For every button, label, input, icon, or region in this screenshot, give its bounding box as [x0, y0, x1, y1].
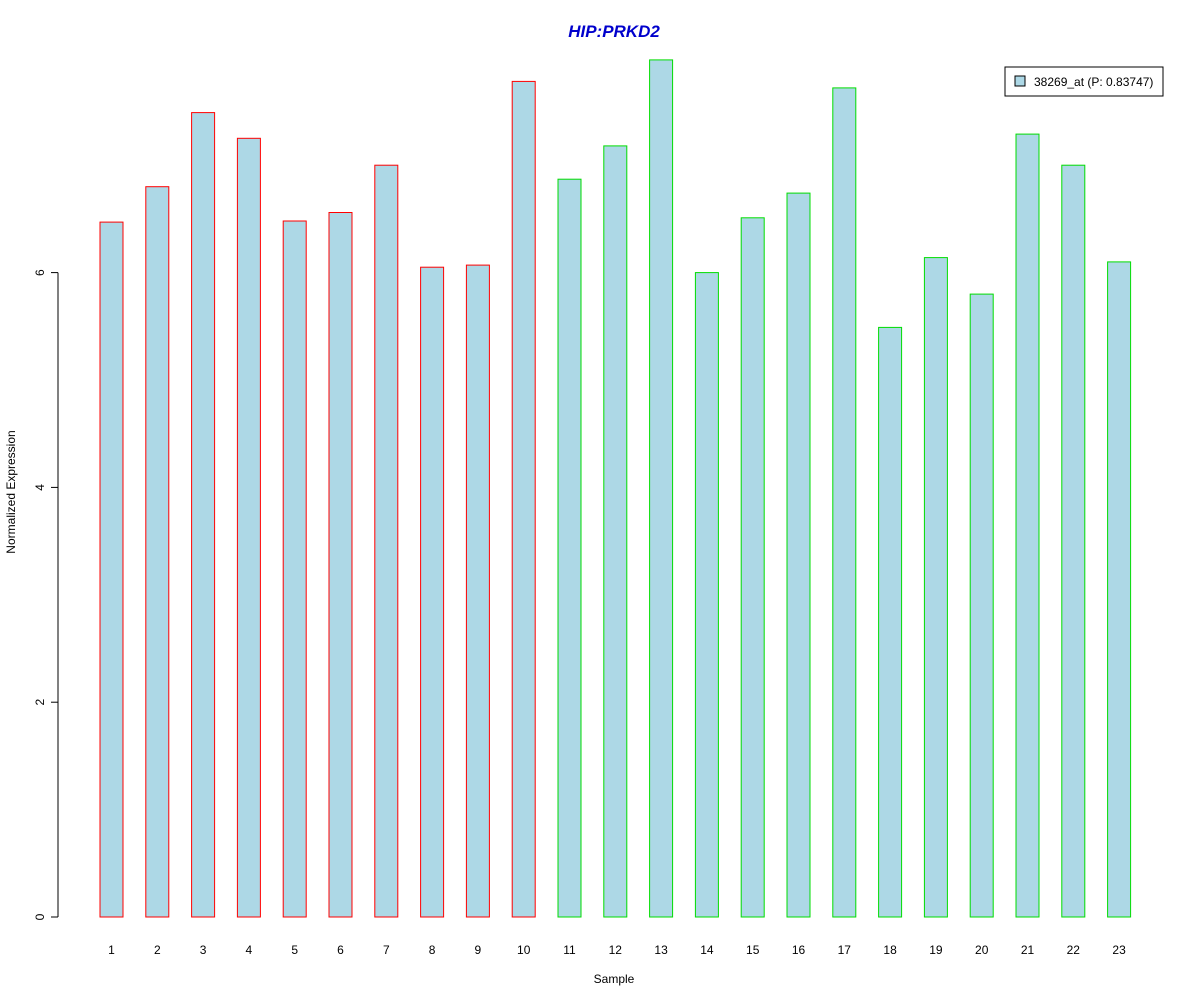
bar-sample-11 — [557, 178, 582, 918]
bar-sample-15 — [740, 217, 765, 918]
x-tick-label: 21 — [1021, 943, 1035, 957]
bar-sample-1 — [99, 221, 124, 918]
bar-sample-5 — [282, 220, 307, 918]
x-tick-label: 5 — [291, 943, 298, 957]
bar-sample-13 — [649, 59, 674, 918]
bar-sample-6 — [328, 212, 353, 918]
x-tick-label: 18 — [883, 943, 897, 957]
legend-box — [1004, 66, 1164, 97]
bar-sample-12 — [603, 145, 628, 918]
bar-sample-16 — [786, 192, 811, 918]
x-tick-label: 2 — [154, 943, 161, 957]
bar-sample-10 — [511, 80, 536, 918]
y-tick-label: 6 — [33, 269, 47, 276]
bar-sample-4 — [236, 137, 261, 918]
legend-swatch — [1014, 75, 1026, 87]
x-tick-label: 19 — [929, 943, 943, 957]
legend-label: 38269_at (P: 0.83747) — [1034, 75, 1153, 89]
bars — [99, 59, 1132, 918]
x-tick-label: 6 — [337, 943, 344, 957]
x-tick-label: 15 — [746, 943, 760, 957]
chart-title: HIP:PRKD2 — [568, 22, 660, 41]
x-tick-label: 1 — [108, 943, 115, 957]
x-tick-label: 14 — [700, 943, 714, 957]
bar-sample-19 — [923, 257, 948, 918]
x-tick-labels: 1 2 3 4 5 6 7 8 9 10 11 12 13 14 15 16 17 18 19 20 21 22 23 — [108, 943, 1126, 957]
bar-sample-23 — [1107, 261, 1132, 918]
bar-sample-3 — [191, 112, 216, 918]
x-tick-label: 12 — [609, 943, 623, 957]
x-tick-label: 11 — [563, 943, 576, 957]
x-tick-label: 8 — [429, 943, 436, 957]
y-tick-label: 2 — [33, 699, 47, 706]
bar-sample-14 — [694, 272, 719, 918]
bar-sample-18 — [878, 326, 903, 918]
y-axis: 0 2 4 6 — [33, 269, 59, 920]
bar-sample-22 — [1061, 164, 1086, 918]
x-tick-label: 4 — [246, 943, 253, 957]
y-tick-label: 0 — [33, 913, 47, 920]
x-tick-label: 3 — [200, 943, 207, 957]
bar-sample-20 — [969, 293, 994, 918]
x-tick-label: 7 — [383, 943, 390, 957]
x-tick-label: 17 — [838, 943, 852, 957]
x-axis-label: Sample — [594, 972, 635, 986]
y-axis-label: Normalized Expression — [4, 430, 18, 553]
x-tick-label: 10 — [517, 943, 531, 957]
bar-sample-9 — [465, 264, 490, 918]
x-tick-label: 22 — [1067, 943, 1081, 957]
x-tick-label: 9 — [475, 943, 482, 957]
bar-sample-21 — [1015, 133, 1040, 918]
bar-sample-7 — [374, 164, 399, 918]
x-tick-label: 13 — [654, 943, 668, 957]
x-tick-label: 20 — [975, 943, 989, 957]
legend: 38269_at (P: 0.83747) — [1004, 66, 1164, 97]
bar-sample-2 — [145, 186, 170, 918]
x-tick-label: 23 — [1112, 943, 1126, 957]
x-tick-label: 16 — [792, 943, 806, 957]
bar-sample-8 — [420, 266, 445, 918]
bar-sample-17 — [832, 87, 857, 918]
y-tick-label: 4 — [33, 484, 47, 491]
